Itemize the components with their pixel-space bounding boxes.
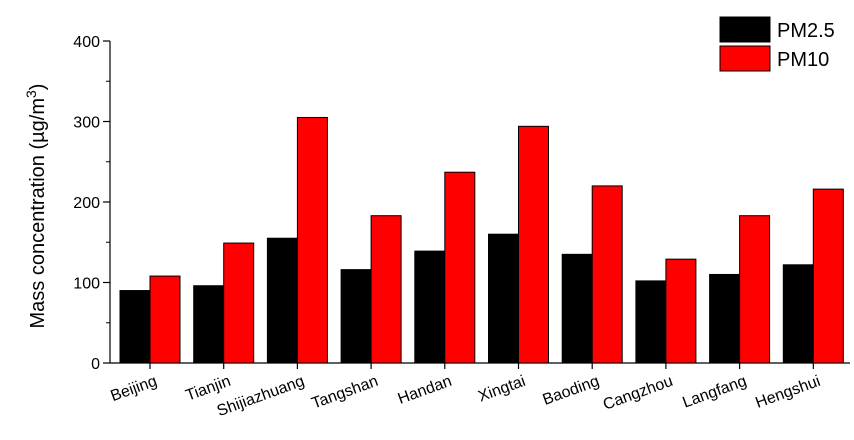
y-axis-label-main: Mass concentration (µg/m (27, 98, 49, 329)
y-axis-label: Mass concentration (µg/m3) (23, 84, 49, 329)
x-category-label: Langfang (680, 373, 749, 412)
bar-pm10-baoding (591, 185, 623, 364)
bar-pm10-shijiazhuang (296, 116, 328, 364)
x-category-label: Hengshui (753, 373, 822, 412)
y-axis-label-sup: 3 (23, 90, 39, 98)
y-tick-label: 400 (73, 34, 100, 51)
x-category-label: Cangzhou (601, 373, 675, 414)
x-category-label: Tangshan (309, 373, 380, 413)
bar-pm10-tangshan (370, 215, 402, 364)
y-ticks: 0 100 200 300 400 (73, 34, 110, 373)
bars (119, 116, 844, 364)
bar-pm25-langfang (709, 273, 741, 364)
y-tick-label: 200 (73, 195, 100, 212)
legend-label: PM10 (777, 49, 829, 71)
bar-pm10-langfang (739, 215, 771, 364)
y-tick-label: 0 (91, 356, 100, 373)
bar-pm25-hengshui (782, 264, 814, 364)
y-axis-label-close: ) (27, 84, 49, 91)
x-category-label: Handan (396, 373, 454, 408)
bar-pm10-xingtai (518, 125, 549, 364)
bar-pm25-xingtai (488, 233, 519, 364)
x-category-label: Baoding (541, 373, 602, 409)
legend-swatch-pm10 (719, 45, 771, 72)
x-category-label: Xingtai (476, 373, 528, 406)
bar-pm25-baoding (561, 253, 593, 364)
bar-pm25-cangzhou (635, 280, 667, 364)
bar-pm25-shijiazhuang (266, 237, 298, 364)
legend: PM2.5 PM10 (719, 16, 835, 72)
legend-label: PM2.5 (777, 20, 835, 42)
x-category-label: Beijing (108, 373, 159, 405)
y-tick-label: 300 (73, 115, 100, 132)
bar-pm25-beijing (119, 290, 151, 364)
bar-pm10-hengshui (812, 188, 844, 364)
y-tick-label: 100 (73, 276, 100, 293)
bar-pm25-tangshan (340, 269, 372, 364)
bar-pm10-handan (444, 171, 476, 364)
bar-pm25-tianjin (193, 285, 225, 364)
bar-pm10-cangzhou (665, 258, 697, 364)
legend-swatch-pm25 (719, 16, 771, 43)
bar-pm10-tianjin (223, 242, 255, 364)
bar-pm25-handan (414, 250, 446, 364)
bar-pm10-beijing (149, 275, 181, 364)
